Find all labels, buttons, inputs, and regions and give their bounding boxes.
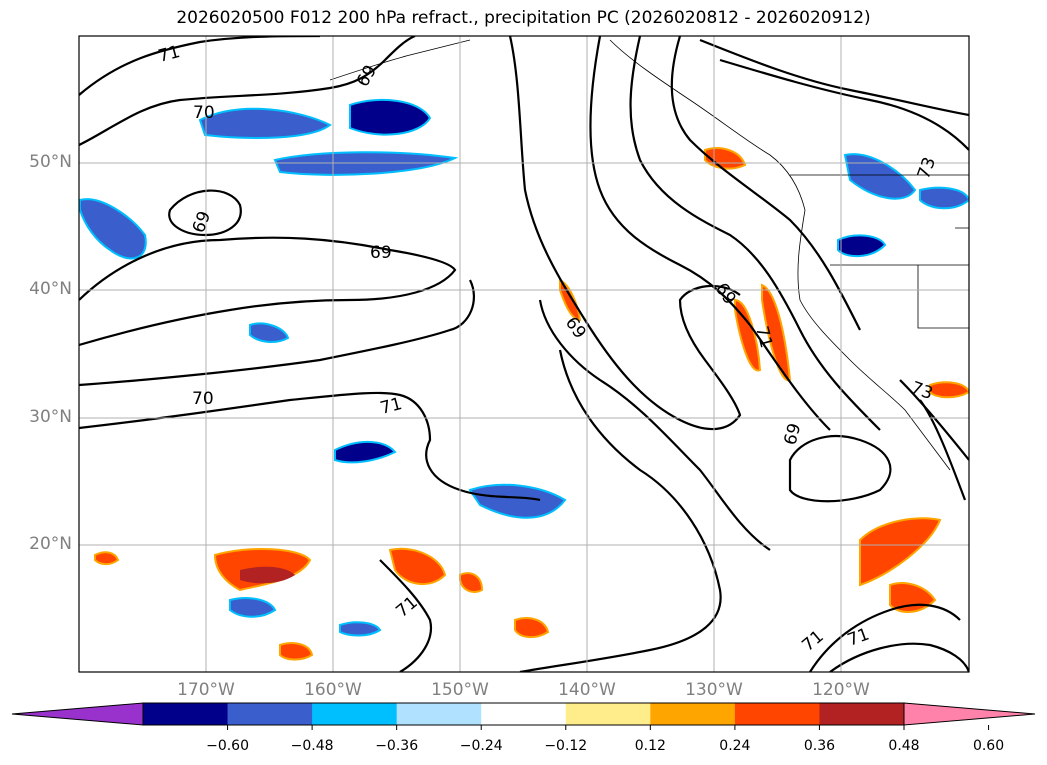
lon-label: 160°W <box>304 680 362 700</box>
lat-label: 40°N <box>29 279 72 299</box>
colorbar <box>11 702 1036 730</box>
lon-label: 120°W <box>812 680 870 700</box>
map-title: 2026020500 F012 200 hPa refract., precip… <box>176 8 871 28</box>
colorbar-cell <box>143 703 229 725</box>
lon-label: 140°W <box>558 680 616 700</box>
colorbar-cell <box>650 703 736 725</box>
lon-label: 130°W <box>685 680 743 700</box>
colorbar-cell <box>312 703 398 725</box>
colorbar-tick-label: 0.36 <box>803 738 836 754</box>
gridlines <box>79 36 969 672</box>
contour-label: 70 <box>192 389 214 409</box>
map-frame <box>78 35 970 673</box>
colorbar-tick-label: −0.48 <box>290 738 334 754</box>
contour-label: 69 <box>370 243 392 263</box>
colorbar-tick-label: 0.60 <box>972 738 1005 754</box>
colorbar-cell <box>227 703 313 725</box>
lat-label: 30°N <box>29 407 72 427</box>
colorbar-tick-label: −0.36 <box>375 738 419 754</box>
triangle-left-icon <box>11 702 144 726</box>
lon-label: 170°W <box>177 680 235 700</box>
colorbar-cell <box>396 703 482 725</box>
lat-label: 20°N <box>29 534 72 554</box>
precip-negative-areas <box>79 98 969 637</box>
precip-positive-areas <box>94 147 969 661</box>
triangle-right-icon <box>903 702 1036 726</box>
colorbar-tick-label: 0.12 <box>634 738 666 754</box>
contour-label: 70 <box>193 103 215 123</box>
map-panel[interactable]: 71 69 70 69 69 70 71 69 69 71 69 73 73 7… <box>0 0 1047 695</box>
colorbar-cell <box>565 703 651 725</box>
colorbar-tick-label: 0.24 <box>719 738 751 754</box>
colorbar-tick-label: 0.48 <box>888 738 920 754</box>
colorbar-cell <box>481 703 567 725</box>
colorbar-tick-label: −0.24 <box>459 738 503 754</box>
colorbar-tick-label: −0.12 <box>544 738 588 754</box>
lat-label: 50°N <box>29 152 72 172</box>
colorbar-cell <box>819 703 905 725</box>
lon-label: 150°W <box>431 680 489 700</box>
colorbar-tick-label: −0.60 <box>206 738 249 754</box>
colorbar-cells <box>143 703 905 725</box>
colorbar-cell <box>734 703 820 725</box>
coastlines <box>329 39 969 471</box>
